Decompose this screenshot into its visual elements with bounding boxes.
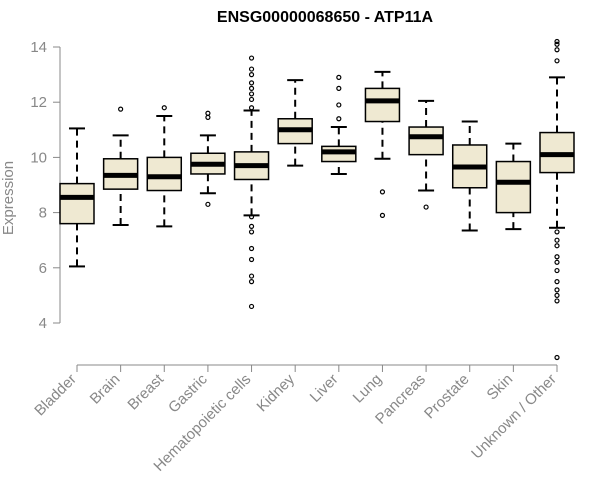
outlier-point [248, 214, 255, 220]
outlier-point [554, 279, 560, 285]
chart-title: ENSG00000068650 - ATP11A [217, 9, 434, 26]
outlier-point [248, 256, 255, 263]
outlier-point [248, 55, 255, 61]
outlier-point [554, 41, 560, 47]
box-skin [495, 142, 532, 231]
outlier-point [554, 267, 560, 274]
iqr-box [364, 87, 401, 123]
y-tick-label: 6 [39, 260, 47, 277]
x-tick-label: Bladder [31, 371, 80, 420]
outlier-point [205, 110, 211, 116]
outlier-point [205, 201, 211, 207]
y-axis-label: Expression [0, 161, 17, 235]
y-tick-label: 8 [39, 205, 47, 222]
x-tick-label: Brain [87, 371, 124, 408]
outlier-point [423, 204, 429, 210]
box-hematopoietic-cells [233, 55, 270, 310]
box-unknown-other [539, 38, 575, 361]
outlier-point [336, 74, 342, 80]
outlier-point [554, 38, 560, 45]
box-lung [364, 70, 401, 218]
outlier-point [554, 237, 560, 243]
outlier-point [554, 254, 560, 260]
outlier-point [118, 106, 124, 112]
outlier-point [248, 245, 255, 252]
outlier-point [248, 91, 255, 97]
outlier-point [554, 298, 560, 304]
box-pancreas [408, 99, 444, 210]
outlier-point [205, 114, 211, 120]
outlier-point [379, 189, 386, 195]
outlier-point [248, 105, 255, 111]
x-tick-label: Liver [307, 371, 342, 406]
x-tick-label: Skin [484, 371, 517, 404]
box-prostate [451, 120, 488, 232]
outlier-point [248, 66, 255, 72]
iqr-box [495, 160, 532, 214]
outlier-point [248, 273, 255, 279]
iqr-box [59, 182, 95, 225]
outlier-point [336, 85, 342, 92]
x-tick-label: Prostate [421, 371, 473, 423]
x-tick-label: Breast [124, 370, 167, 413]
y-tick-label: 4 [39, 315, 47, 332]
outlier-point [161, 105, 167, 111]
outlier-point [336, 116, 342, 122]
box-bladder [59, 127, 95, 268]
outlier-point [248, 303, 255, 310]
y-tick-label: 10 [30, 149, 47, 166]
x-tick-label: Lung [350, 371, 386, 407]
box-breast [146, 105, 183, 228]
box-series [59, 38, 575, 361]
box-brain [102, 106, 139, 227]
outlier-point [379, 212, 386, 218]
iqr-box [408, 126, 444, 156]
outlier-point [336, 102, 342, 108]
x-tick-label: Kidney [254, 370, 299, 415]
outlier-point [554, 243, 560, 249]
outlier-point [248, 71, 255, 78]
outlier-point [248, 229, 255, 235]
outlier-point [248, 85, 255, 92]
y-axis: 4 6 8 10 12 14 [30, 39, 61, 332]
outlier-point [248, 96, 255, 103]
outlier-point [248, 80, 255, 86]
outlier-point [248, 279, 255, 285]
iqr-box [146, 156, 183, 192]
y-tick-label: 14 [30, 39, 47, 56]
outlier-point [248, 223, 255, 229]
outlier-point [554, 58, 560, 64]
outlier-point [554, 229, 560, 235]
outlier-point [554, 292, 560, 298]
outlier-point [554, 259, 560, 265]
y-tick-label: 12 [30, 94, 47, 111]
box-kidney [277, 79, 313, 167]
outlier-point [554, 354, 560, 361]
outlier-point [554, 287, 560, 293]
box-liver [321, 74, 357, 175]
outlier-point [554, 47, 560, 53]
box-gastric [190, 110, 226, 207]
